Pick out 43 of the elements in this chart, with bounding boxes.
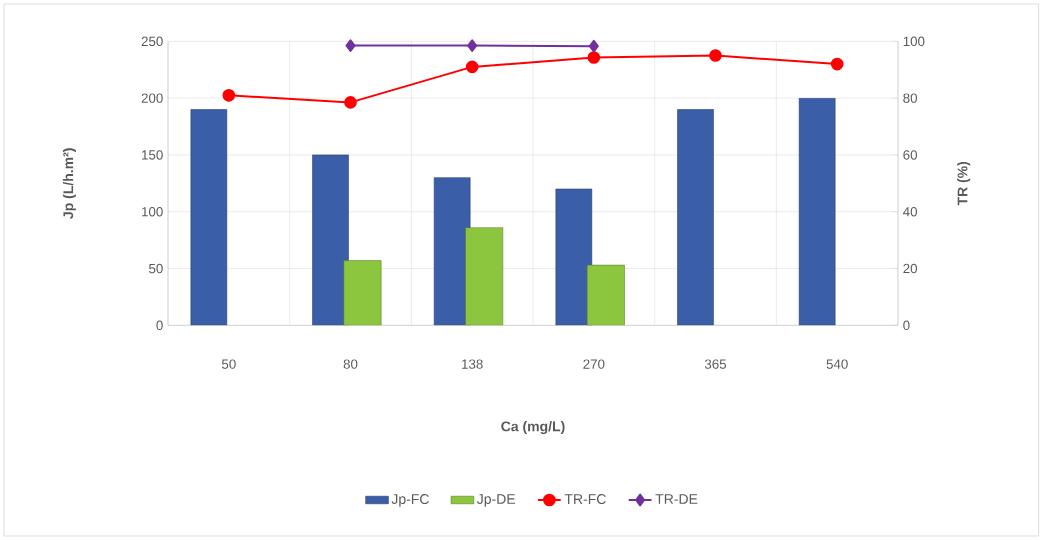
point xyxy=(830,57,844,71)
bar xyxy=(798,97,836,326)
x-tick-label: 80 xyxy=(343,359,358,369)
y2-tick-label: 80 xyxy=(903,93,918,103)
y-tick-label: 50 xyxy=(149,263,163,274)
legend-label: Jp-DE xyxy=(476,494,516,507)
point xyxy=(345,39,356,52)
bar xyxy=(465,227,504,326)
y-axis-title: Jp (L/h.m²) xyxy=(62,148,76,219)
y-tick-label: 100 xyxy=(142,207,163,217)
y2-tick-label: 20 xyxy=(903,263,918,274)
point xyxy=(587,51,601,64)
y-tick-label: 150 xyxy=(142,150,163,160)
y2-tick-label: 0 xyxy=(903,320,910,331)
legend-label: Jp-FC xyxy=(391,494,429,507)
x-tick-label: 365 xyxy=(704,359,727,369)
point xyxy=(465,60,479,74)
point xyxy=(467,39,478,52)
y2-tick-label: 40 xyxy=(903,207,918,217)
point xyxy=(709,49,722,62)
y2-axis-title: TR (%) xyxy=(957,161,971,206)
point xyxy=(222,88,236,102)
bar xyxy=(555,188,593,326)
bar xyxy=(677,109,714,326)
bar xyxy=(586,264,625,326)
x-axis-title: Ca (mg/L) xyxy=(501,421,565,435)
legend-label: TR-FC xyxy=(564,494,606,505)
y2-tick-label: 100 xyxy=(903,36,925,47)
point xyxy=(344,96,357,109)
x-tick-label: 50 xyxy=(221,359,236,369)
x-tick-label: 540 xyxy=(826,359,848,369)
y-tick-label: 0 xyxy=(156,320,163,331)
legend-label: TR-DE xyxy=(655,494,698,504)
bar xyxy=(433,177,471,326)
bar xyxy=(312,154,349,326)
point xyxy=(588,39,599,53)
x-tick-label: 138 xyxy=(462,359,483,369)
y-tick-label: 200 xyxy=(141,93,163,103)
y2-tick-label: 60 xyxy=(903,150,918,160)
bar xyxy=(190,109,228,326)
y-tick-label: 250 xyxy=(141,36,163,47)
bar xyxy=(343,260,382,326)
x-tick-label: 270 xyxy=(583,359,605,369)
